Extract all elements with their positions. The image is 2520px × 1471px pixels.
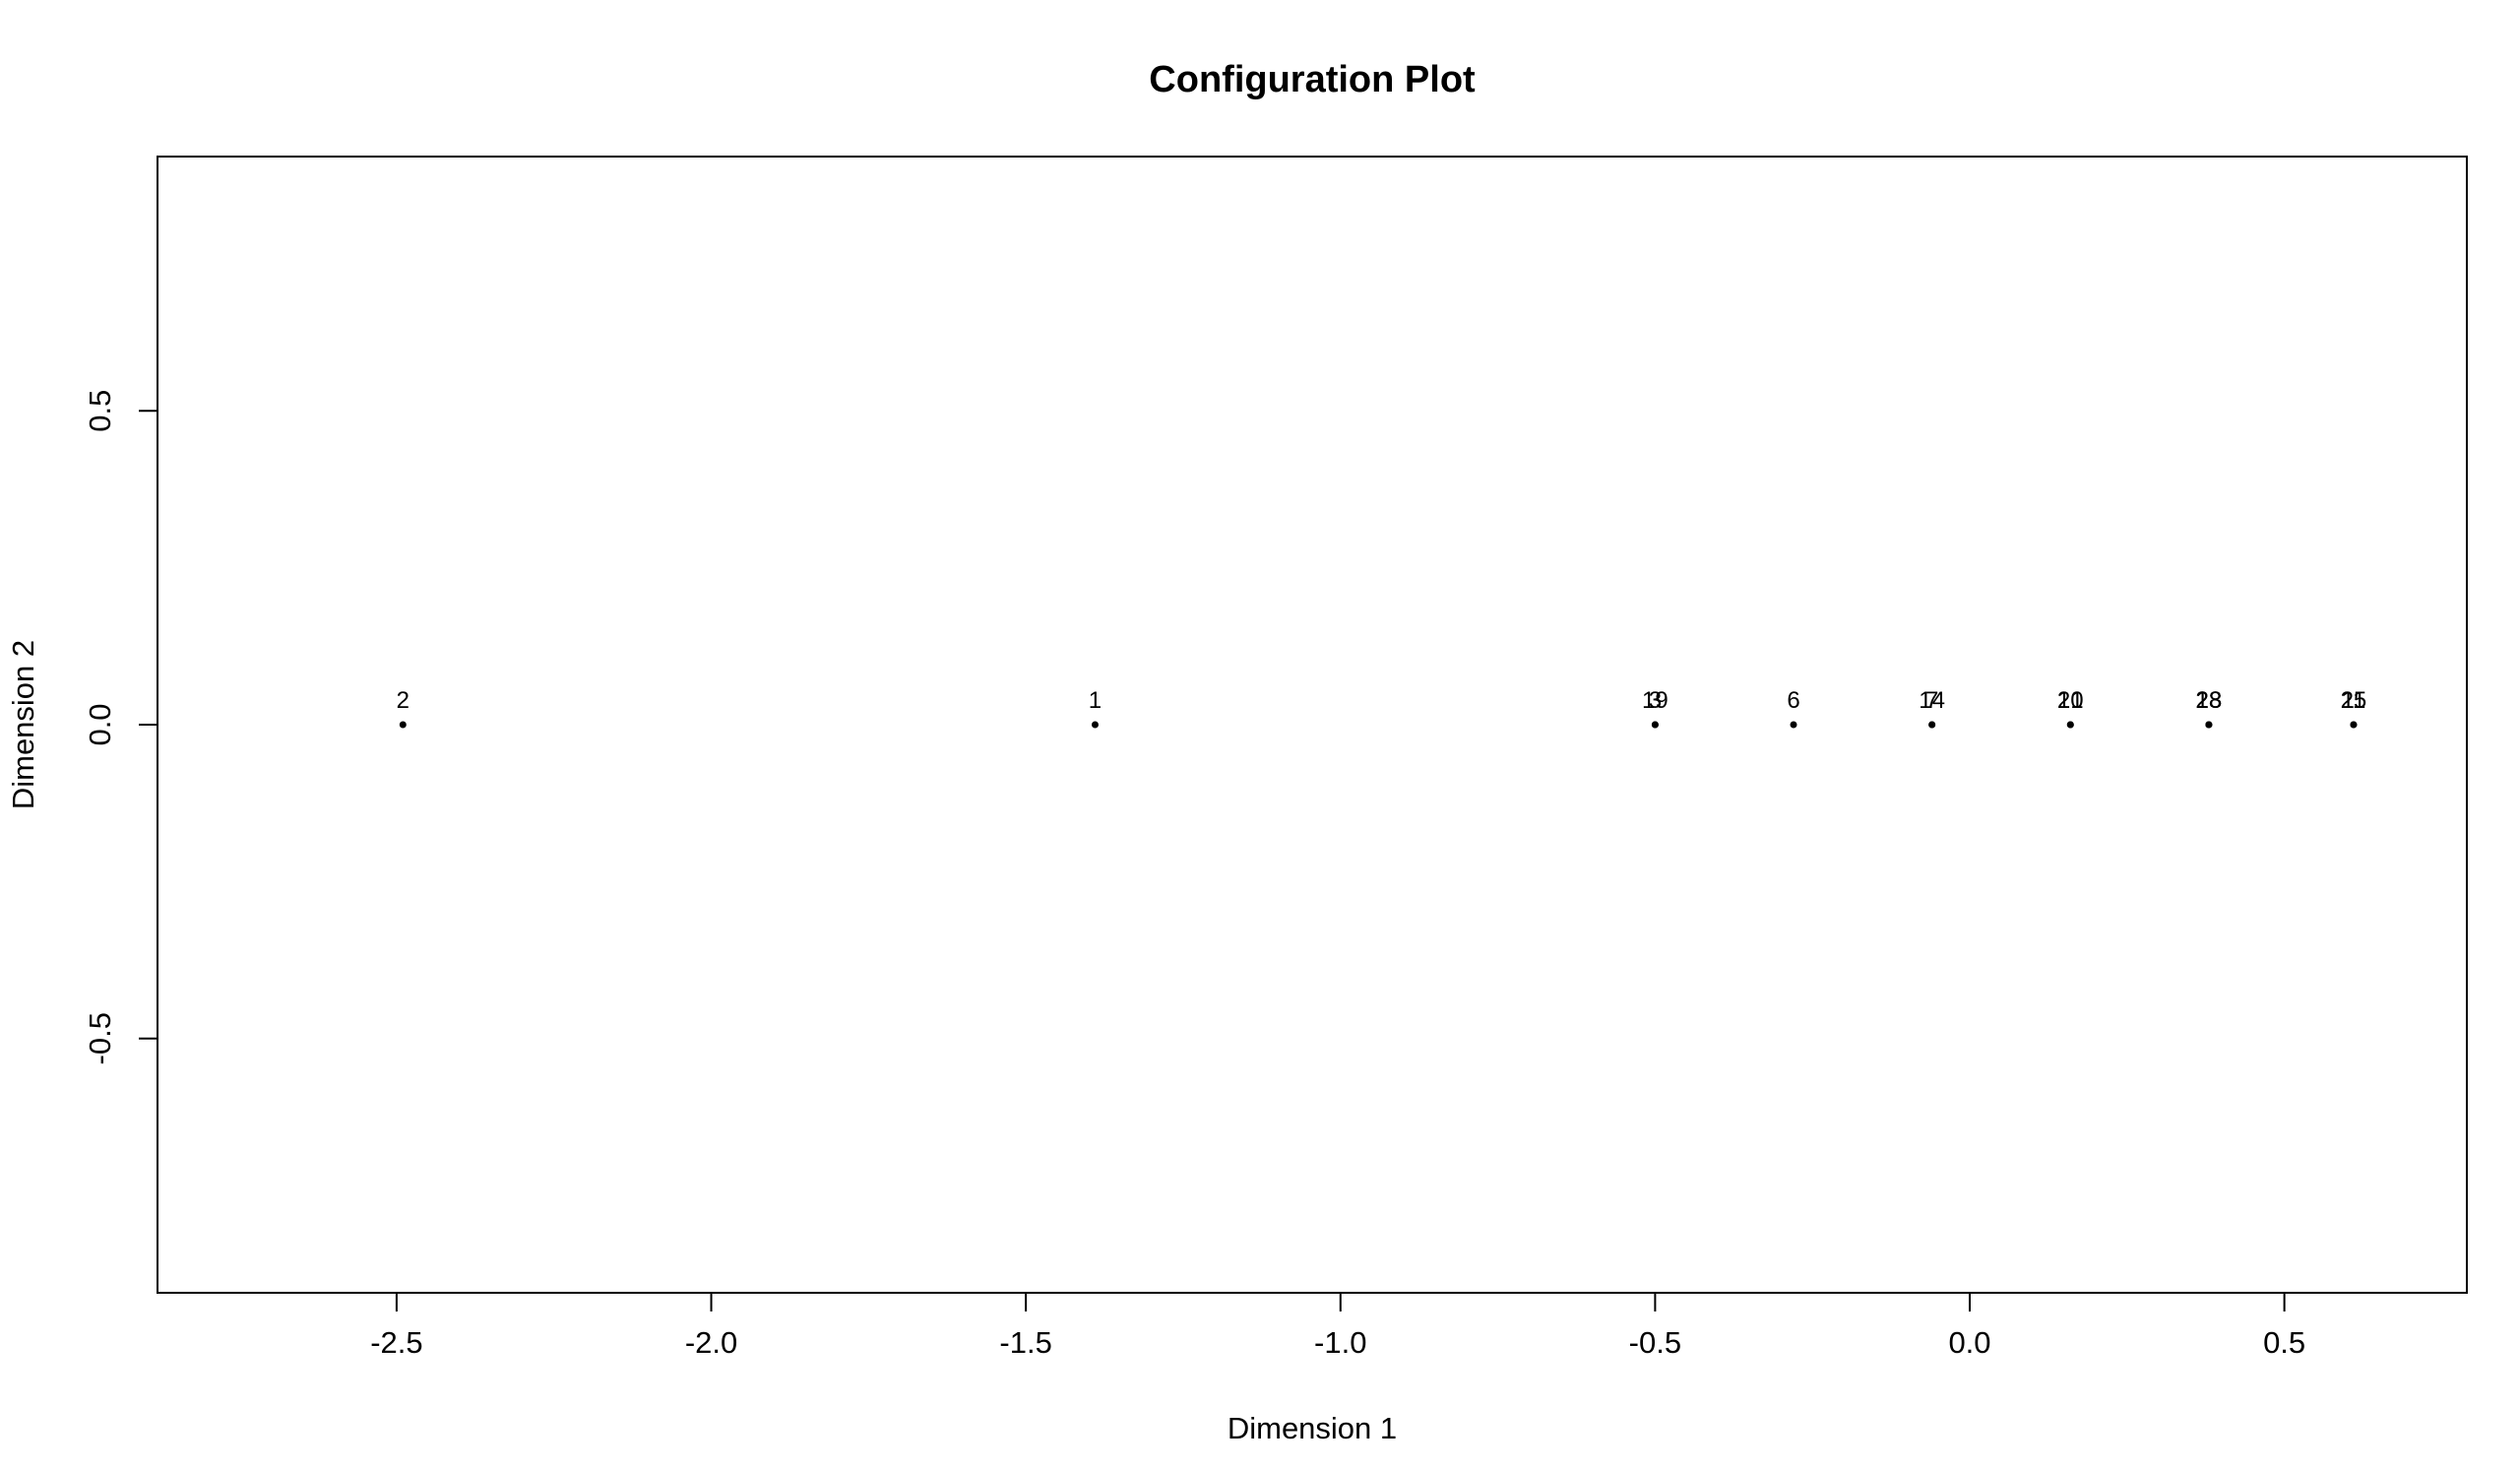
point-label: 19 [1642, 687, 1669, 714]
y-tick-label: 0.0 [83, 703, 117, 745]
data-point [2066, 721, 2074, 729]
point-label: 1 [1089, 687, 1102, 714]
point-label: 11 [2341, 687, 2365, 714]
point-label: 2 [397, 687, 410, 714]
x-tick-label: -1.0 [1314, 1325, 1366, 1360]
point-label: 7 [1925, 687, 1938, 714]
x-axis: -2.5 -2.0 -1.5 -1.0 -0.5 0.0 0.5 [370, 1292, 2305, 1360]
x-tick-label: -0.5 [1629, 1325, 1681, 1360]
data-point [1790, 721, 1797, 729]
y-axis-label: Dimension 2 [6, 640, 40, 809]
point-label: 28 [2196, 687, 2223, 714]
x-tick-label: -1.5 [999, 1325, 1051, 1360]
data-point [1091, 721, 1099, 729]
point-label: 21 [2057, 687, 2084, 714]
x-tick-label: -2.5 [370, 1325, 422, 1360]
x-tick-label: 0.5 [2263, 1325, 2305, 1360]
point-label: 25 [2341, 687, 2367, 714]
data-point [399, 721, 407, 729]
chart-title: Configuration Plot [1149, 59, 1476, 100]
data-point [2350, 721, 2358, 729]
point-label: 18 [2196, 687, 2223, 714]
x-tick-label: 0.0 [1948, 1325, 1990, 1360]
point-label: 14 [1919, 687, 1945, 714]
y-axis: -0.5 0.0 0.5 [83, 390, 158, 1064]
data-point [2205, 721, 2213, 729]
point-label: 3 [1649, 687, 1662, 714]
data-point [1651, 721, 1659, 729]
y-tick-label: -0.5 [83, 1012, 117, 1064]
data-point [1928, 721, 1936, 729]
y-tick-label: 0.5 [83, 390, 117, 432]
point-label: 6 [1787, 687, 1799, 714]
point-label: 10 [2057, 687, 2084, 714]
point-label: 23 [2196, 687, 2223, 714]
x-tick-label: -2.0 [685, 1325, 737, 1360]
x-axis-label: Dimension 1 [1228, 1411, 1397, 1445]
plot-frame [157, 156, 2468, 1294]
